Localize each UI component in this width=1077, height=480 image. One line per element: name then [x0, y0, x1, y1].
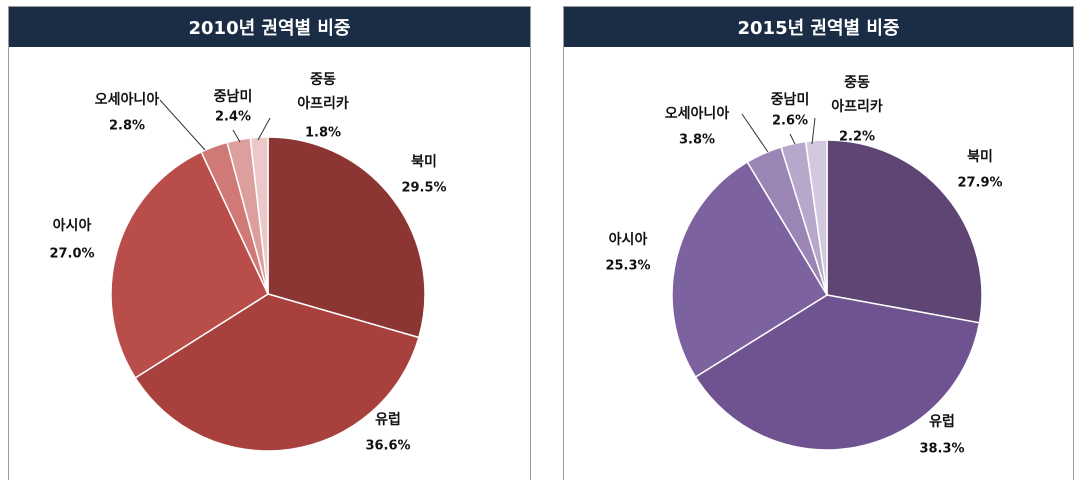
slice-label: 북미: [967, 149, 993, 165]
data-label: 27.9%: [957, 175, 1003, 191]
chart-title: 2010년 권역별 비중: [9, 7, 530, 47]
pie-slice: [267, 136, 426, 339]
slice-label: 중동 아프리카: [831, 75, 883, 115]
data-label: 25.3%: [605, 258, 651, 274]
pie-slice: [671, 161, 829, 378]
data-label: 2.6%: [771, 113, 809, 129]
leader-line: [159, 99, 206, 151]
slice-label: 아시아: [52, 218, 92, 234]
slice-label: 오세아니아: [94, 92, 160, 108]
pie-slice: [826, 139, 983, 324]
leader-line: [811, 117, 816, 145]
slice-label: 오세아니아: [664, 106, 730, 122]
leader-line: [232, 129, 241, 143]
data-label: 2.8%: [108, 118, 146, 134]
data-label: 2.2%: [838, 129, 876, 145]
leader-line: [789, 133, 796, 145]
data-label: 3.8%: [678, 132, 716, 148]
pie-slice: [804, 139, 828, 296]
data-label: 2.4%: [214, 109, 252, 125]
slice-label: 중동 아프리카: [297, 72, 349, 112]
slice-label: 유럽: [929, 414, 955, 430]
pie-slice: [694, 294, 981, 451]
pie-slice: [110, 150, 269, 379]
slice-label: 중남미: [770, 92, 810, 108]
slice-label: 유럽: [375, 412, 401, 428]
data-label: 27.0%: [49, 246, 95, 262]
slice-label: 북미: [411, 154, 437, 170]
data-label: 36.6%: [365, 438, 411, 454]
chart-title: 2015년 권역별 비중: [564, 7, 1073, 47]
data-label: 38.3%: [919, 441, 965, 457]
data-label: 29.5%: [401, 180, 447, 196]
slice-label: 중남미: [213, 89, 253, 105]
slice-label: 아시아: [608, 232, 648, 248]
data-label: 1.8%: [304, 125, 342, 141]
leader-line: [257, 117, 271, 141]
leader-line: [741, 113, 769, 153]
